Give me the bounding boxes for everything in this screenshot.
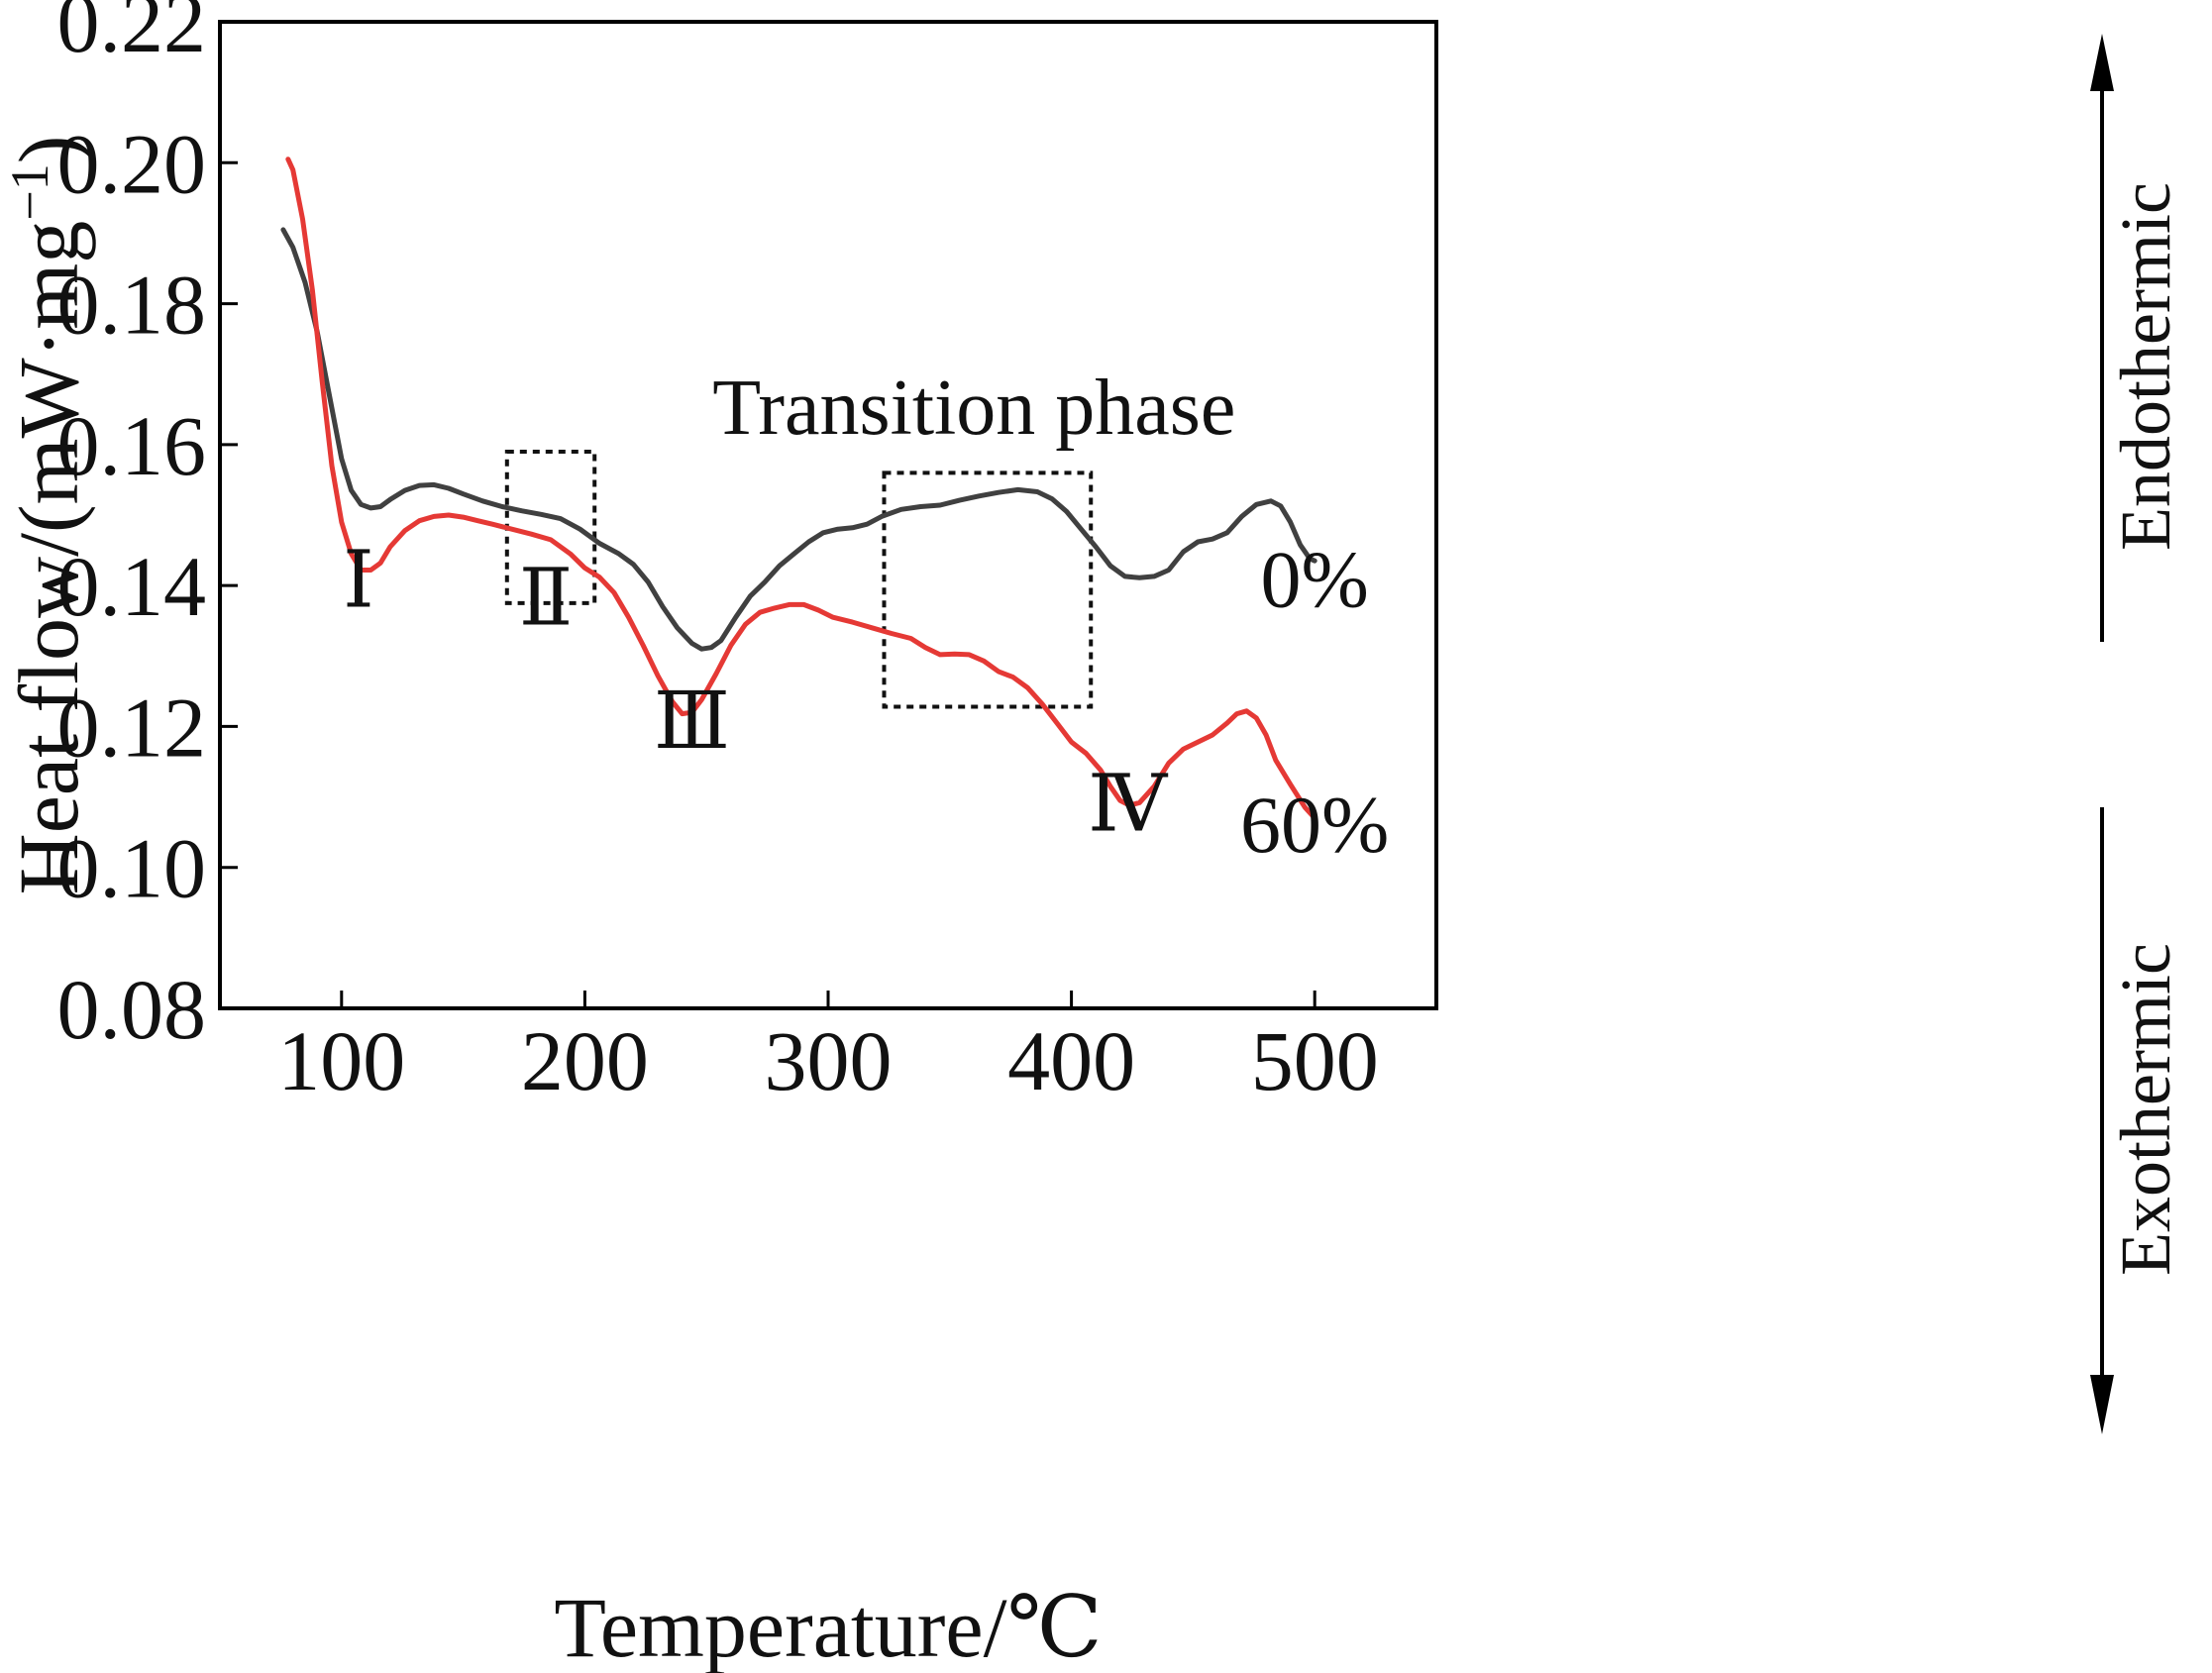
x-tick-label: 100 (277, 1013, 405, 1108)
heat-direction-indicator: Endothermic Exothermic (2090, 34, 2185, 1434)
transition-phase-label: Transition phase (712, 365, 1235, 452)
series-lines (280, 157, 1317, 821)
exothermic-arrow-head (2090, 1375, 2114, 1434)
y-tick-label: 0.18 (57, 258, 207, 353)
series-line-60pct (285, 157, 1317, 821)
y-tick-label: 0.10 (57, 821, 207, 916)
x-tick-label: 500 (1251, 1013, 1379, 1108)
dashed-boxes: Transition phase (504, 365, 1235, 709)
series-line-0pct (280, 227, 1317, 652)
series-label: 0% (1261, 534, 1369, 624)
y-tick-label: 0.14 (57, 539, 207, 634)
y-axis-title-main: Heat flow/(mW·mg (1, 221, 96, 895)
exothermic-label: Exothermic (2106, 943, 2185, 1276)
y-axis-title-sup: −1 (0, 163, 59, 220)
dashed-box (882, 471, 1094, 709)
stage-label: Ⅰ (343, 537, 374, 624)
y-axis-ticks: 0.08 0.10 0.12 0.14 0.16 0.18 0.20 0.22 (57, 0, 238, 1057)
y-tick-label: 0.12 (57, 680, 207, 775)
x-tick-label: 300 (765, 1013, 893, 1108)
stage-label: Ⅳ (1088, 762, 1169, 849)
y-tick-label: 0.16 (57, 398, 207, 493)
x-axis-title: Temperature/℃ (554, 1580, 1102, 1673)
y-axis-title: Heat flow/(mW·mg−1) (0, 136, 96, 895)
plot-area: 100 200 300 400 500 0.08 0.10 0.12 0.14 0.16 0.18… (57, 0, 1438, 1108)
x-axis-ticks: 100 200 300 400 500 (277, 991, 1379, 1108)
y-tick-label: 0.22 (57, 0, 207, 70)
x-tick-label: 400 (1007, 1013, 1135, 1108)
y-tick-label: 0.20 (57, 116, 207, 211)
endothermic-arrow-head (2090, 34, 2114, 91)
endothermic-label: Endothermic (2106, 182, 2185, 551)
x-tick-label: 200 (521, 1013, 649, 1108)
y-tick-label: 0.08 (57, 962, 207, 1057)
y-axis-title-close: ) (1, 136, 96, 164)
stage-label: Ⅲ (654, 679, 730, 766)
stage-label: Ⅱ (519, 555, 573, 642)
series-label: 60% (1240, 780, 1389, 870)
